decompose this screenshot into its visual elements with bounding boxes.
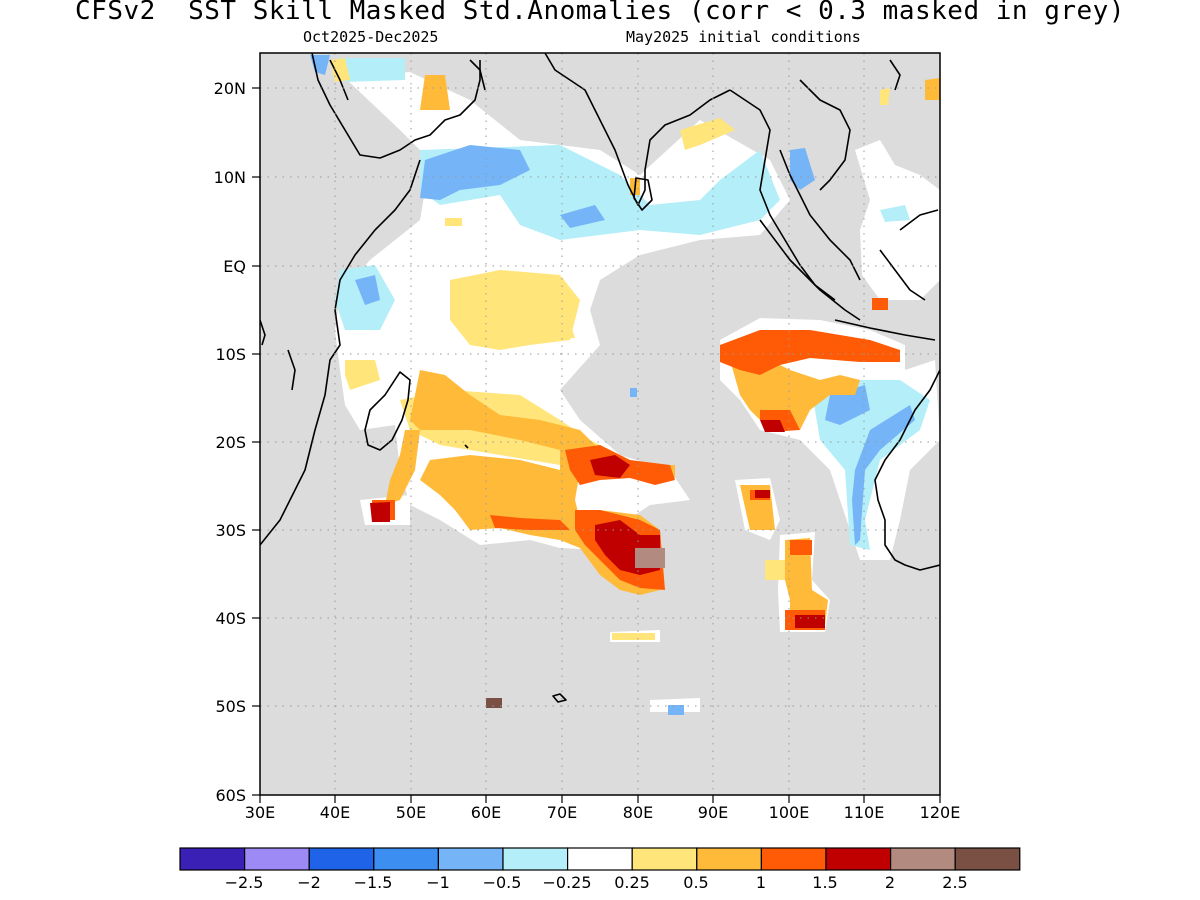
lat-label: 50S — [215, 697, 246, 716]
colorbar-swatch — [889, 847, 956, 871]
lat-label: 60S — [215, 786, 246, 805]
lon-label: 120E — [920, 803, 961, 822]
colorbar-swatch — [502, 847, 569, 871]
lat-label: 20S — [215, 433, 246, 452]
anomaly-pos-2 — [635, 548, 665, 568]
colorbar-swatch — [954, 847, 1021, 871]
colorbar-swatch — [244, 847, 310, 871]
grid-lines — [260, 53, 940, 795]
anomaly-neg-0-5 — [310, 55, 915, 715]
forecast-period: Oct2025-Dec2025 — [303, 28, 439, 46]
coastlines — [260, 53, 940, 703]
anomaly-pos-2-5 — [486, 698, 502, 708]
colorbar-label: 1 — [756, 873, 766, 892]
lon-label: 90E — [698, 803, 728, 822]
lat-label: EQ — [223, 257, 246, 276]
colorbar-label: 2 — [885, 873, 895, 892]
lon-label: 110E — [844, 803, 885, 822]
lon-label: 50E — [396, 803, 426, 822]
lon-label: 100E — [769, 803, 810, 822]
colorbar-swatch — [308, 847, 375, 871]
colorbar — [179, 847, 1021, 871]
colorbar-swatch — [631, 847, 698, 871]
colorbar-label: −0.5 — [483, 873, 522, 892]
colorbar-swatch — [566, 847, 633, 871]
longitude-labels: 30E 40E 50E 60E 70E 80E 90E 100E 110E 12… — [245, 803, 961, 822]
latitude-labels: 20N 10N EQ 10S 20S 30S 40S 50S 60S — [214, 79, 246, 805]
lat-label: 10N — [214, 168, 246, 187]
colorbar-label: −2 — [297, 873, 321, 892]
lon-label: 30E — [245, 803, 275, 822]
lon-label: 60E — [471, 803, 501, 822]
colorbar-swatch — [437, 847, 504, 871]
colorbar-label: 0.25 — [614, 873, 650, 892]
lon-label: 80E — [623, 803, 653, 822]
colorbar-swatch — [760, 847, 827, 871]
lat-label: 20N — [214, 79, 246, 98]
colorbar-label: −1 — [426, 873, 450, 892]
colorbar-label: 2.5 — [942, 873, 967, 892]
lon-label: 40E — [320, 803, 350, 822]
lat-label: 10S — [215, 345, 246, 364]
colorbar-labels: −2.5 −2 −1.5 −1 −0.5 −0.25 0.25 0.5 1 1.… — [225, 873, 968, 892]
colorbar-label: 0.5 — [683, 873, 708, 892]
initial-conditions: May2025 initial conditions — [626, 28, 861, 46]
colorbar-swatch — [373, 847, 439, 871]
axis-ticks — [252, 87, 941, 803]
colorbar-label: −2.5 — [225, 873, 264, 892]
colorbar-swatch — [179, 847, 246, 871]
lat-label: 40S — [215, 609, 246, 628]
lat-label: 30S — [215, 521, 246, 540]
colorbar-label: 1.5 — [812, 873, 837, 892]
colorbar-swatch — [696, 847, 762, 871]
map-frame — [259, 52, 941, 796]
colorbar-swatch — [825, 847, 892, 871]
map-plot-area — [260, 53, 940, 795]
chart-title: CFSv2 SST Skill Masked Std.Anomalies (co… — [75, 0, 1125, 26]
lon-label: 70E — [547, 803, 577, 822]
colorbar-label: −1.5 — [354, 873, 393, 892]
colorbar-label: −0.25 — [542, 873, 591, 892]
